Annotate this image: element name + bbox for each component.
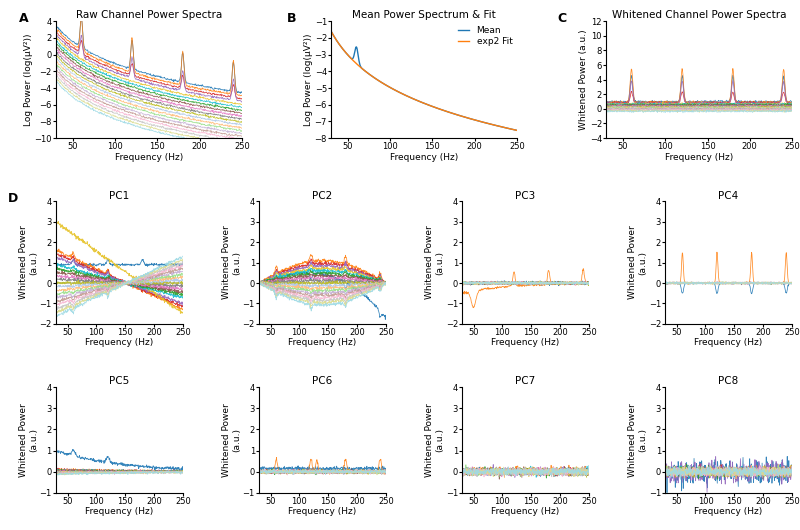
Title: Whitened Channel Power Spectra: Whitened Channel Power Spectra — [612, 11, 786, 21]
Title: PC7: PC7 — [515, 376, 536, 386]
Text: B: B — [286, 12, 296, 25]
X-axis label: Frequency (Hz): Frequency (Hz) — [115, 153, 183, 162]
Title: PC6: PC6 — [312, 376, 333, 386]
Title: Mean Power Spectrum & Fit: Mean Power Spectrum & Fit — [352, 11, 496, 21]
Title: PC3: PC3 — [515, 191, 536, 200]
Y-axis label: Whitened Power
(a.u.): Whitened Power (a.u.) — [18, 403, 38, 477]
Y-axis label: Whitened Power
(a.u.): Whitened Power (a.u.) — [222, 226, 242, 299]
Title: Raw Channel Power Spectra: Raw Channel Power Spectra — [76, 11, 222, 21]
Title: PC2: PC2 — [312, 191, 333, 200]
X-axis label: Frequency (Hz): Frequency (Hz) — [491, 339, 560, 347]
Mean — [349, 54, 358, 60]
Y-axis label: Whitened Power (a.u.): Whitened Power (a.u.) — [579, 29, 588, 130]
exp2 Fit — [326, 28, 336, 34]
Title: PC1: PC1 — [110, 191, 130, 200]
Mean — [400, 92, 410, 98]
X-axis label: Frequency (Hz): Frequency (Hz) — [665, 153, 733, 162]
Title: PC4: PC4 — [718, 191, 738, 200]
Legend: Mean, exp2 Fit: Mean, exp2 Fit — [458, 26, 513, 47]
Y-axis label: Whitened Power
(a.u.): Whitened Power (a.u.) — [628, 403, 647, 477]
Y-axis label: Whitened Power
(a.u.): Whitened Power (a.u.) — [18, 226, 38, 299]
Line: Mean: Mean — [331, 31, 517, 130]
Title: PC8: PC8 — [718, 376, 738, 386]
Mean — [512, 127, 522, 134]
Y-axis label: Whitened Power
(a.u.): Whitened Power (a.u.) — [222, 403, 242, 477]
Mean — [326, 28, 336, 34]
Text: C: C — [558, 12, 567, 25]
exp2 Fit — [400, 92, 410, 98]
Line: exp2 Fit: exp2 Fit — [331, 31, 517, 130]
exp2 Fit — [462, 114, 471, 121]
Text: A: A — [19, 12, 29, 25]
exp2 Fit — [349, 58, 358, 64]
X-axis label: Frequency (Hz): Frequency (Hz) — [694, 339, 762, 347]
exp2 Fit — [461, 114, 470, 120]
Text: D: D — [8, 191, 18, 205]
X-axis label: Frequency (Hz): Frequency (Hz) — [86, 339, 154, 347]
Y-axis label: Whitened Power
(a.u.): Whitened Power (a.u.) — [425, 226, 444, 299]
Title: PC5: PC5 — [110, 376, 130, 386]
Mean — [461, 114, 470, 120]
X-axis label: Frequency (Hz): Frequency (Hz) — [694, 507, 762, 516]
X-axis label: Frequency (Hz): Frequency (Hz) — [288, 339, 357, 347]
X-axis label: Frequency (Hz): Frequency (Hz) — [491, 507, 560, 516]
Mean — [387, 85, 397, 92]
X-axis label: Frequency (Hz): Frequency (Hz) — [390, 153, 458, 162]
Y-axis label: Log Power (log(μV²)): Log Power (log(μV²)) — [24, 33, 33, 126]
Mean — [443, 109, 453, 115]
Y-axis label: Whitened Power
(a.u.): Whitened Power (a.u.) — [425, 403, 444, 477]
Mean — [462, 114, 471, 121]
X-axis label: Frequency (Hz): Frequency (Hz) — [288, 507, 357, 516]
Y-axis label: Whitened Power
(a.u.): Whitened Power (a.u.) — [628, 226, 647, 299]
exp2 Fit — [443, 109, 453, 115]
exp2 Fit — [387, 85, 397, 92]
X-axis label: Frequency (Hz): Frequency (Hz) — [86, 507, 154, 516]
exp2 Fit — [512, 127, 522, 134]
Y-axis label: Log Power (log(μV²)): Log Power (log(μV²)) — [304, 33, 313, 126]
